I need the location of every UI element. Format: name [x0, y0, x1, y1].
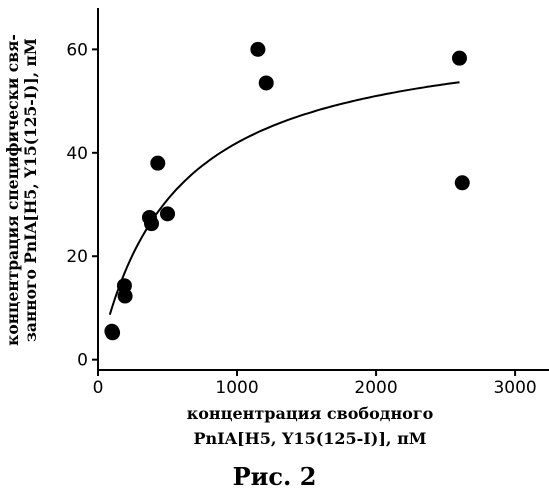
data-points: [104, 42, 469, 340]
data-point: [455, 175, 470, 190]
x-axis-label-line1: концентрация свободного: [187, 404, 434, 423]
y-tick-label: 20: [66, 247, 88, 267]
y-tick-label: 60: [66, 40, 88, 60]
data-point: [118, 289, 133, 304]
data-point: [105, 325, 120, 340]
x-axis-label-line2: PnIA[H5, Y15(125-I)], пМ: [193, 429, 426, 448]
y-tick-label: 40: [66, 144, 88, 164]
data-point: [452, 51, 467, 66]
ticks: 0 1000 2000 3000 0 20 40 60: [66, 40, 536, 398]
x-tick-label: 1000: [215, 378, 258, 398]
fit-curve: [110, 82, 460, 315]
data-point: [150, 156, 165, 171]
figure-caption: Рис. 2: [0, 462, 549, 491]
data-point: [250, 42, 265, 57]
y-tick-label: 0: [77, 351, 88, 371]
y-axis-label-line1: концентрация специфически свя-: [3, 34, 22, 346]
x-tick-label: 0: [93, 378, 104, 398]
data-point: [160, 206, 175, 221]
axes: [98, 8, 549, 370]
y-axis-label-line2: занного PnIA[H5, Y15(125-I)], пМ: [21, 38, 40, 342]
x-tick-label: 3000: [493, 378, 536, 398]
data-point: [259, 75, 274, 90]
x-tick-label: 2000: [354, 378, 397, 398]
data-point: [144, 216, 159, 231]
